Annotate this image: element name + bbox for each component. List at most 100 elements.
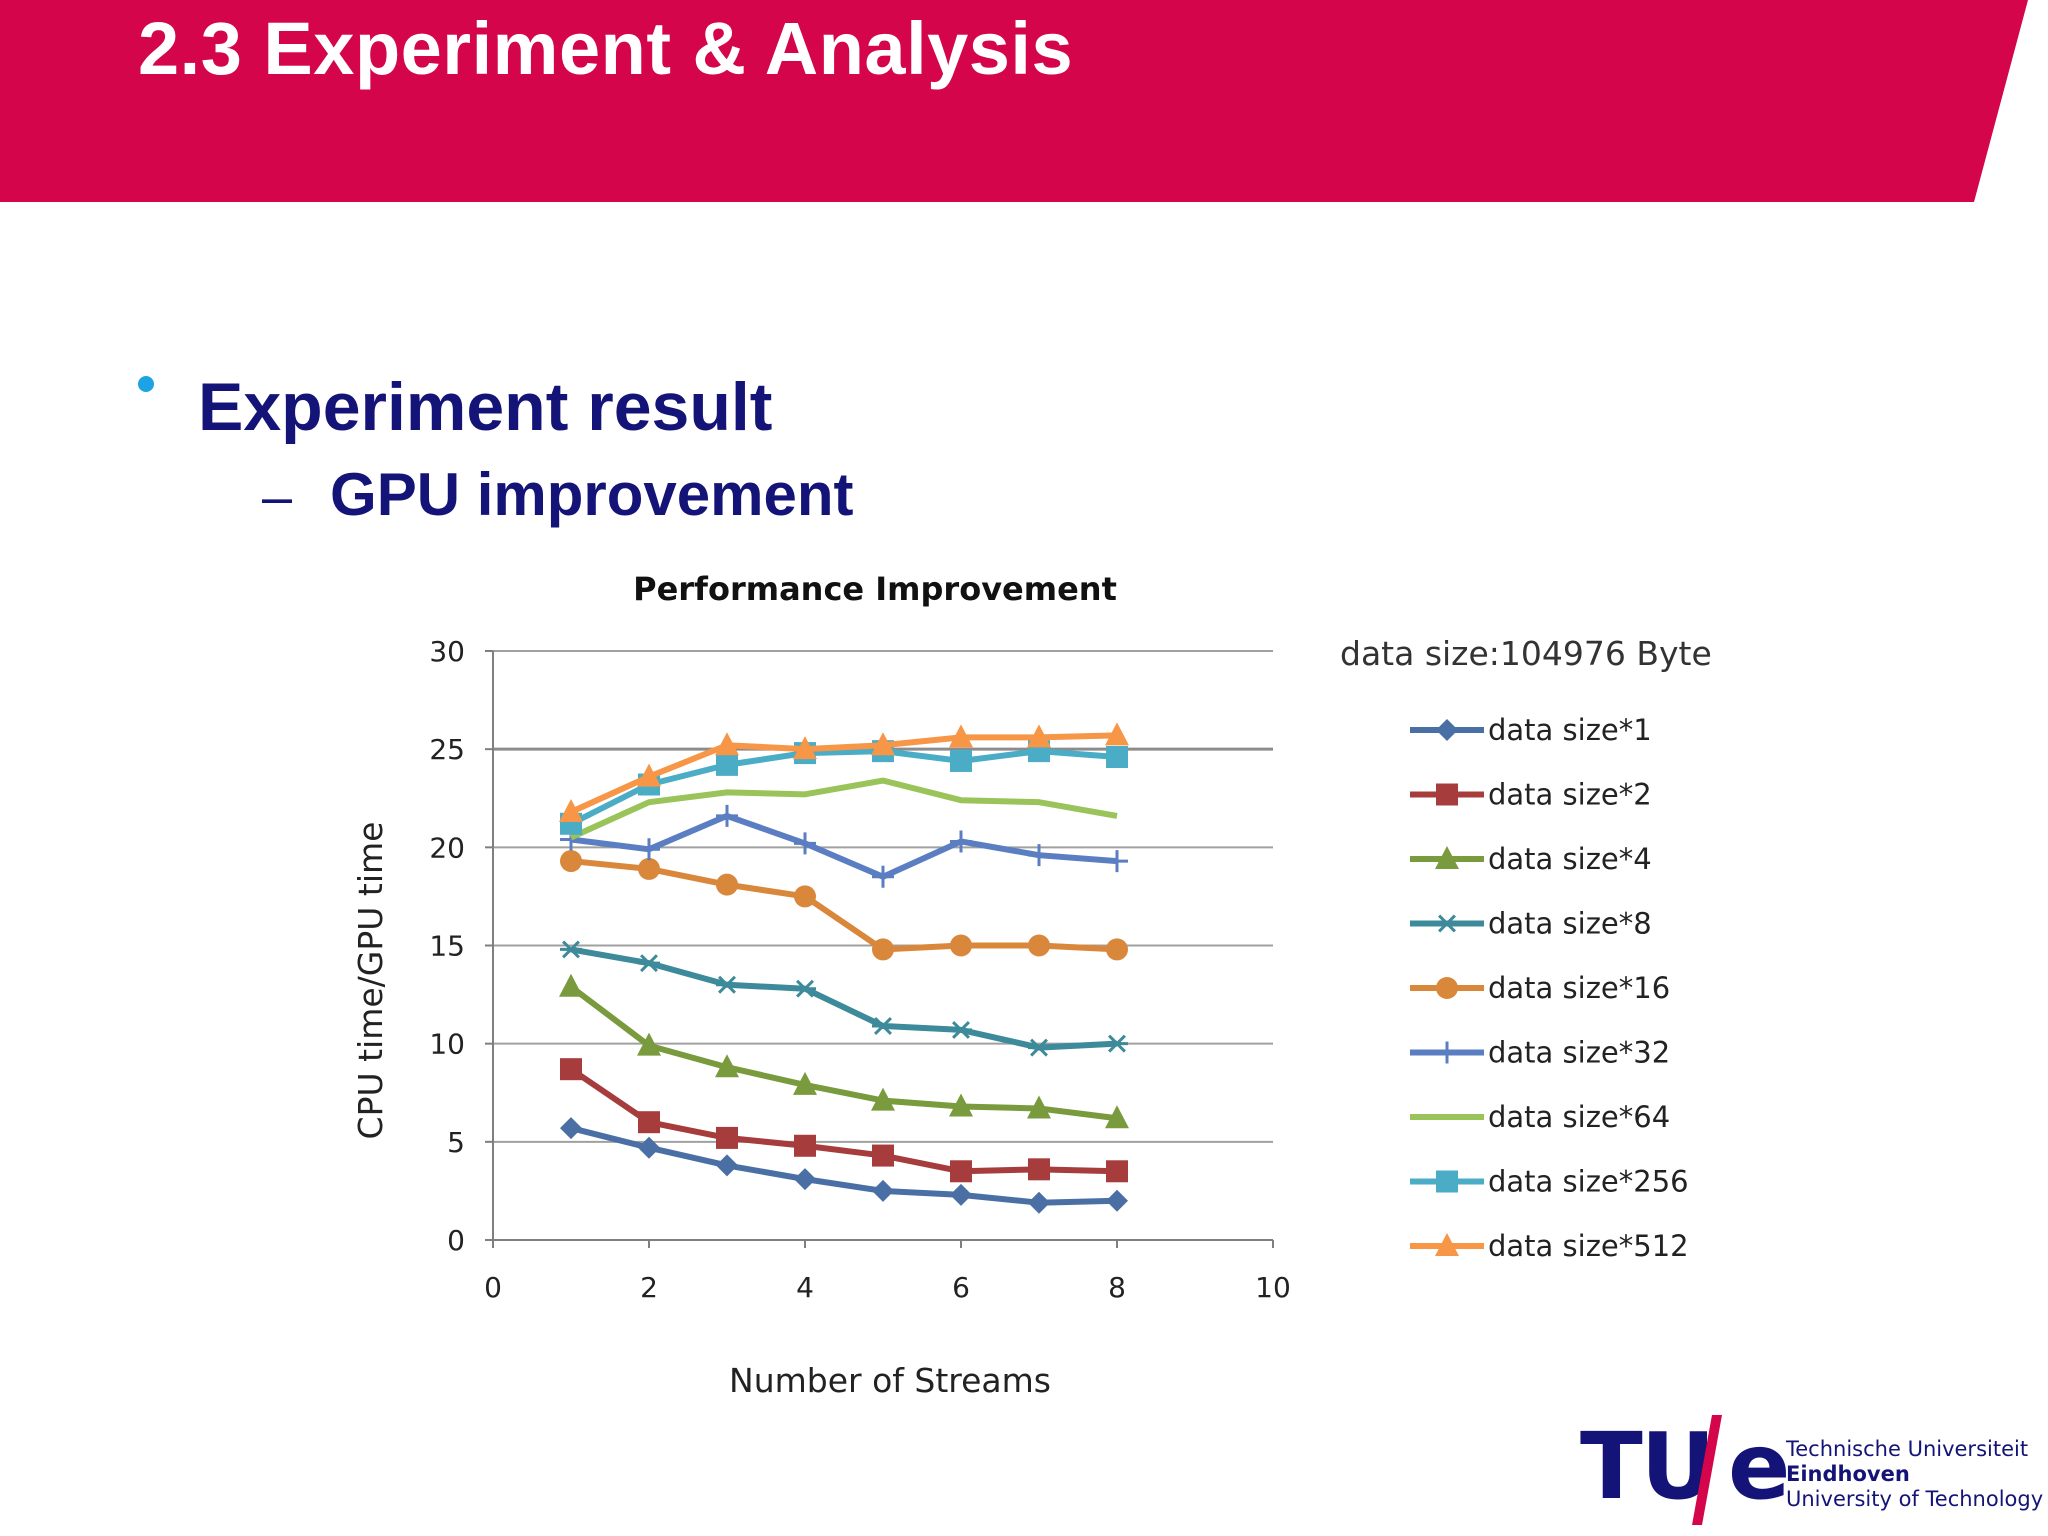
logo-mark: TU xyxy=(1580,1413,1715,1520)
series-line-5 xyxy=(570,812,1118,880)
legend-marker-1 xyxy=(1436,783,1458,806)
series-line-8 xyxy=(569,732,1118,815)
series-line-1 xyxy=(569,1066,1118,1175)
bullet-dot-icon xyxy=(138,376,154,392)
y-tick-label-30: 30 xyxy=(429,635,465,668)
data-point-8-6 xyxy=(1027,724,1051,748)
legend-label-2: data size*4 xyxy=(1488,842,1652,876)
data-point-3-3 xyxy=(794,979,816,998)
data-point-5-5 xyxy=(950,830,972,853)
data-point-5-4 xyxy=(872,865,894,888)
legend-marker-8 xyxy=(1435,1233,1459,1256)
legend-marker-3 xyxy=(1436,914,1458,933)
data-point-8-1 xyxy=(637,763,661,787)
dash-icon: – xyxy=(262,467,293,527)
legend-label-1: data size*2 xyxy=(1488,778,1652,812)
y-tick-label-20: 20 xyxy=(429,831,465,864)
data-point-4-0 xyxy=(560,850,582,873)
legend-marker-2 xyxy=(1435,846,1459,869)
data-point-1-7 xyxy=(1106,1160,1128,1183)
title-banner xyxy=(0,0,2048,202)
bullet-text: Experiment result xyxy=(198,369,773,445)
x-tick-label-10: 10 xyxy=(1255,1271,1291,1304)
data-point-3-5 xyxy=(950,1020,972,1039)
data-point-2-3 xyxy=(793,1071,817,1095)
x-tick-label-8: 8 xyxy=(1108,1271,1126,1304)
data-point-8-0 xyxy=(559,798,583,822)
data-point-0-1 xyxy=(638,1136,660,1159)
data-point-4-6 xyxy=(1028,934,1050,957)
series-line-0 xyxy=(570,1125,1118,1206)
logo-slash-icon xyxy=(1692,1415,1722,1525)
y-tick-label-5: 5 xyxy=(447,1126,465,1159)
data-point-4-2 xyxy=(716,873,738,896)
data-point-5-3 xyxy=(794,832,816,855)
data-point-8-4 xyxy=(871,732,895,756)
slide-title: 2.3 Experiment & Analysis xyxy=(138,7,1074,90)
data-point-7-7 xyxy=(1106,746,1128,769)
data-point-2-4 xyxy=(871,1087,895,1111)
data-point-1-2 xyxy=(716,1126,738,1149)
legend-label-4: data size*16 xyxy=(1488,971,1670,1005)
data-point-4-7 xyxy=(1106,938,1128,961)
data-point-8-2 xyxy=(715,732,739,756)
legend-marker-5 xyxy=(1436,1041,1458,1064)
series-line-6 xyxy=(569,777,1118,841)
data-point-8-7 xyxy=(1105,722,1129,746)
y-tick-label-10: 10 xyxy=(429,1028,465,1061)
data-point-2-2 xyxy=(715,1054,739,1078)
data-point-3-0 xyxy=(560,940,582,959)
data-point-0-6 xyxy=(1028,1191,1050,1214)
data-point-5-7 xyxy=(1106,850,1128,873)
x-tick-label-0: 0 xyxy=(484,1271,502,1304)
data-point-3-7 xyxy=(1106,1034,1128,1053)
sub-bullet-text: GPU improvement xyxy=(330,461,854,528)
legend-label-7: data size*256 xyxy=(1488,1165,1689,1199)
data-point-0-7 xyxy=(1106,1189,1128,1212)
series-line-3 xyxy=(570,946,1118,1051)
data-point-0-0 xyxy=(560,1117,582,1140)
logo-line-1: Technische Universiteit xyxy=(1786,1437,2029,1461)
bullet-item: Experiment result xyxy=(138,368,772,446)
legend-marker-0 xyxy=(1436,719,1458,741)
legend-label-8: data size*512 xyxy=(1488,1229,1689,1263)
legend-label-0: data size*1 xyxy=(1488,713,1652,747)
x-tick-label-2: 2 xyxy=(640,1271,658,1304)
x-tick-label-4: 4 xyxy=(796,1271,814,1304)
logo-line-2: Eindhoven xyxy=(1786,1462,1910,1486)
sub-bullet-item: – GPU improvement xyxy=(262,460,854,529)
data-point-1-6 xyxy=(1028,1158,1050,1181)
data-point-2-7 xyxy=(1105,1105,1129,1129)
performance-chart: 0 5 10 15 20 25 30 0 2 4 6 8 10 Performance Improveme… xyxy=(351,570,1712,1400)
data-point-5-6 xyxy=(1028,844,1050,867)
data-point-4-3 xyxy=(794,885,816,908)
y-tick-label-0: 0 xyxy=(447,1224,465,1257)
data-point-0-4 xyxy=(872,1179,894,1202)
y-tick-label-15: 15 xyxy=(429,930,465,963)
logo-mark-e: e xyxy=(1728,1413,1791,1520)
data-point-2-1 xyxy=(637,1032,661,1056)
data-point-1-4 xyxy=(872,1144,894,1167)
data-point-3-2 xyxy=(716,975,738,994)
legend-label-3: data size*8 xyxy=(1488,907,1652,941)
legend-label-5: data size*32 xyxy=(1488,1036,1670,1070)
series-line-7 xyxy=(569,748,1118,827)
data-point-1-3 xyxy=(794,1134,816,1157)
data-point-3-1 xyxy=(638,954,660,973)
x-axis-label: Number of Streams xyxy=(729,1361,1051,1400)
legend-marker-4 xyxy=(1436,977,1458,999)
data-point-4-5 xyxy=(950,934,972,957)
data-point-0-3 xyxy=(794,1168,816,1191)
data-point-0-5 xyxy=(950,1183,972,1206)
chart-annotation: data size:104976 Byte xyxy=(1340,634,1712,673)
y-tick-label-25: 25 xyxy=(429,733,465,766)
data-point-1-5 xyxy=(950,1160,972,1183)
data-point-8-5 xyxy=(949,724,973,748)
data-point-5-1 xyxy=(638,838,660,861)
data-point-7-2 xyxy=(716,753,738,776)
banner-shape xyxy=(0,0,2028,202)
data-point-4-4 xyxy=(872,938,894,961)
data-point-3-6 xyxy=(1028,1038,1050,1057)
data-point-2-6 xyxy=(1027,1095,1051,1119)
series-line-2 xyxy=(569,984,1118,1122)
